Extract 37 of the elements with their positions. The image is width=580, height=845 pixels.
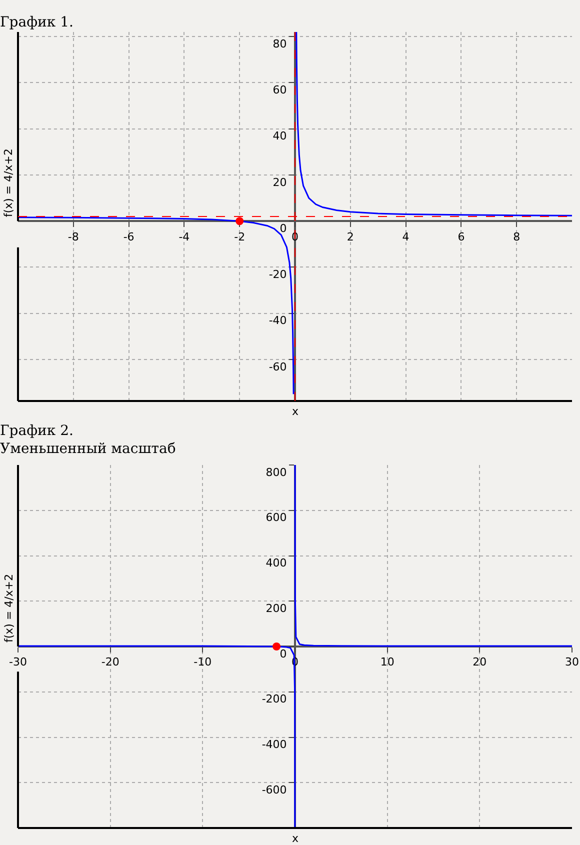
y-tick-label: 200 — [266, 602, 287, 615]
y-tick-label: 40 — [272, 130, 287, 143]
y-tick-label: 60 — [272, 84, 287, 97]
y-tick-label: -200 — [262, 692, 287, 706]
x-tick-label: 4 — [402, 230, 410, 244]
y-tick-label: 400 — [266, 556, 287, 570]
y-tick-label: 80 — [272, 37, 287, 50]
chart-subtitle: Уменьшенный масштаб — [0, 441, 176, 457]
y-tick-label: 0 — [280, 647, 287, 660]
x-tick-label: -6 — [123, 230, 134, 244]
x-tick-label: -2 — [234, 230, 246, 244]
x-tick-label: -20 — [101, 656, 120, 669]
x-tick-label: 20 — [472, 656, 487, 669]
x-tick-label: -4 — [178, 230, 190, 244]
y-tick-label: -60 — [268, 360, 287, 374]
x-tick-label: 2 — [346, 230, 354, 244]
y-tick-label: 0 — [280, 222, 287, 235]
y-tick-label: -20 — [268, 268, 287, 282]
y-tick-label: 20 — [272, 176, 287, 189]
y-axis-title: f(x) = 4/x+2 — [2, 574, 16, 642]
y-axis-title: f(x) = 4/x+2 — [2, 148, 15, 218]
x-tick-label: -8 — [68, 230, 79, 244]
y-tick-label: 800 — [266, 466, 287, 479]
y-tick-label: -400 — [262, 738, 287, 752]
x-axis-title: x — [292, 832, 299, 845]
y-tick-label: 600 — [266, 511, 287, 524]
x-tick-label: 10 — [380, 656, 394, 669]
x-tick-label: 6 — [458, 230, 465, 244]
y-tick-label: -600 — [262, 783, 287, 796]
x-tick-label: -30 — [9, 656, 27, 669]
x-tick-label: 8 — [513, 230, 520, 244]
x-tick-label: -10 — [194, 656, 212, 669]
x-tick-label: 30 — [565, 656, 579, 669]
chart-title: График 2. — [0, 422, 74, 439]
y-tick-label: -40 — [268, 314, 287, 328]
x-axis-title: x — [292, 405, 299, 418]
chart-title: График 1. — [0, 14, 74, 31]
